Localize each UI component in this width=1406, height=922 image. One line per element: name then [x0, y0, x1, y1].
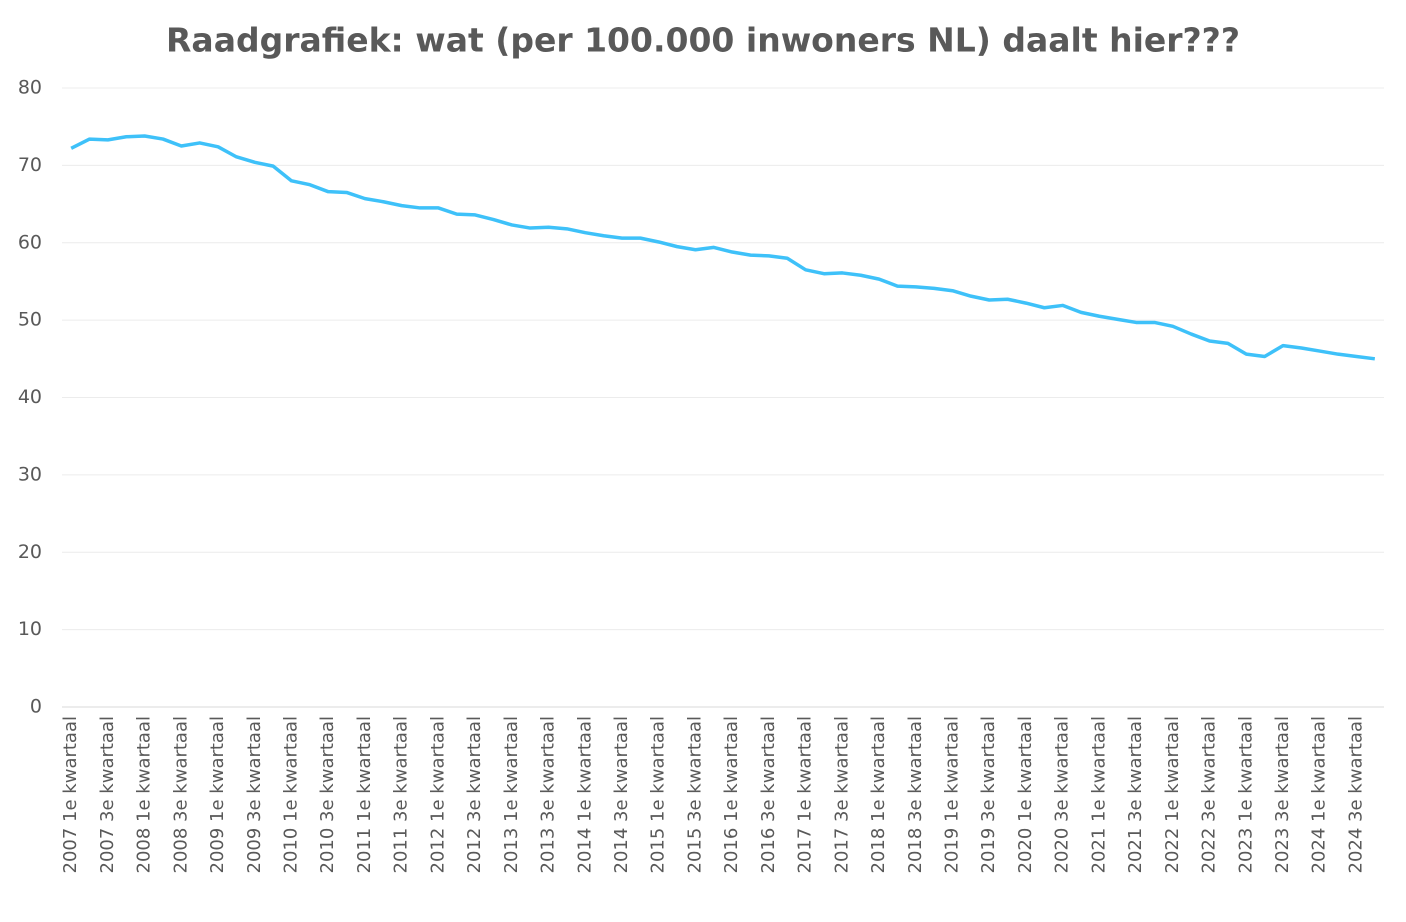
- x-tick-label: 2023 3e kwartaal: [1272, 716, 1293, 873]
- x-tick-label: 2019 1e kwartaal: [942, 716, 963, 873]
- y-tick-label: 70: [18, 154, 42, 176]
- x-tick-label: 2009 1e kwartaal: [207, 716, 228, 873]
- x-tick-label: 2016 3e kwartaal: [758, 716, 779, 873]
- x-tick-label: 2020 3e kwartaal: [1052, 716, 1073, 873]
- x-tick-label: 2015 3e kwartaal: [684, 716, 705, 873]
- x-tick-label: 2023 1e kwartaal: [1235, 716, 1256, 873]
- x-tick-label: 2008 3e kwartaal: [170, 716, 191, 873]
- x-tick-label: 2010 1e kwartaal: [281, 716, 302, 873]
- x-tick-label: 2013 1e kwartaal: [501, 716, 522, 873]
- x-tick-label: 2017 1e kwartaal: [795, 716, 816, 873]
- x-tick-label: 2011 3e kwartaal: [391, 716, 412, 873]
- y-tick-label: 10: [18, 618, 42, 640]
- x-tick-label: 2015 1e kwartaal: [648, 716, 669, 873]
- data-line: [70, 134, 1376, 361]
- y-tick-label: 60: [18, 231, 42, 253]
- x-tick-label: 2018 1e kwartaal: [868, 716, 889, 873]
- x-tick-label: 2012 1e kwartaal: [427, 716, 448, 873]
- x-tick-label: 2020 1e kwartaal: [1015, 716, 1036, 873]
- x-tick-label: 2018 3e kwartaal: [905, 716, 926, 873]
- x-tick-label: 2022 3e kwartaal: [1199, 716, 1220, 873]
- y-tick-label: 80: [18, 77, 42, 99]
- y-tick-label: 0: [30, 696, 42, 718]
- x-tick-label: 2024 3e kwartaal: [1345, 716, 1366, 873]
- x-tick-label: 2007 3e kwartaal: [97, 716, 118, 873]
- x-tick-label: 2011 1e kwartaal: [354, 716, 375, 873]
- y-tick-label: 30: [18, 463, 42, 485]
- x-tick-label: 2014 1e kwartaal: [574, 716, 595, 873]
- y-tick-label: 50: [18, 309, 42, 331]
- x-tick-label: 2016 1e kwartaal: [721, 716, 742, 873]
- y-tick-label: 40: [18, 386, 42, 408]
- x-tick-label: 2019 3e kwartaal: [978, 716, 999, 873]
- x-tick-label: 2021 1e kwartaal: [1088, 716, 1109, 873]
- x-tick-label: 2017 3e kwartaal: [831, 716, 852, 873]
- x-tick-label: 2013 3e kwartaal: [538, 716, 559, 873]
- x-tick-label: 2007 1e kwartaal: [60, 716, 81, 873]
- x-tick-label: 2024 1e kwartaal: [1309, 716, 1330, 873]
- x-tick-label: 2012 3e kwartaal: [464, 716, 485, 873]
- x-tick-label: 2010 3e kwartaal: [317, 716, 338, 873]
- x-tick-label: 2009 3e kwartaal: [244, 716, 265, 873]
- x-tick-label: 2014 3e kwartaal: [611, 716, 632, 873]
- chart-title: Raadgrafiek: wat (per 100.000 inwoners N…: [166, 21, 1240, 60]
- x-tick-label: 2021 3e kwartaal: [1125, 716, 1146, 873]
- x-tick-label: 2008 1e kwartaal: [134, 716, 155, 873]
- x-tick-label: 2022 1e kwartaal: [1162, 716, 1183, 873]
- y-tick-label: 20: [18, 541, 42, 563]
